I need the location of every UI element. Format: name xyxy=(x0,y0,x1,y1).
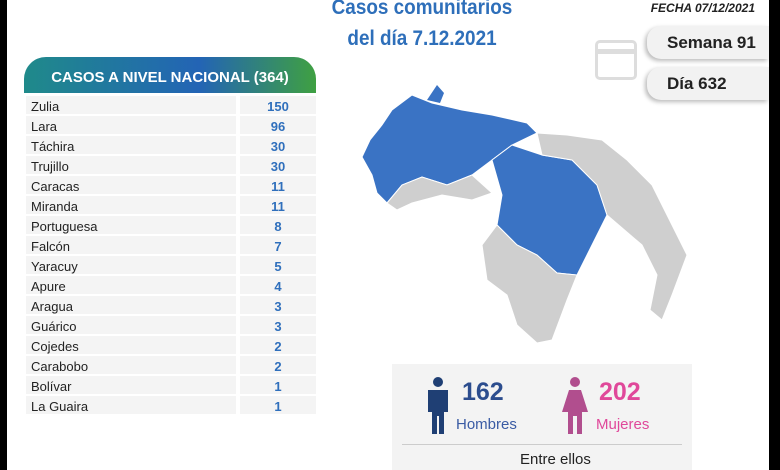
case-count: 96 xyxy=(240,116,316,136)
state-name: Bolívar xyxy=(26,376,236,396)
case-count: 5 xyxy=(240,256,316,276)
table-row: Miranda 11 xyxy=(26,196,316,216)
case-count: 8 xyxy=(240,216,316,236)
state-name: La Guaira xyxy=(26,396,236,416)
week-badge: Semana 91 xyxy=(647,26,769,59)
table-header: CASOS A NIVEL NACIONAL (364) xyxy=(24,57,316,93)
divider xyxy=(402,444,682,445)
state-name: Caracas xyxy=(26,176,236,196)
table-row: Portuguesa 8 xyxy=(26,216,316,236)
gender-panel: 162 Hombres 202 Mujeres Entre ellos xyxy=(392,364,692,470)
map-region-blue-falcon xyxy=(427,85,444,103)
case-count: 2 xyxy=(240,336,316,356)
state-name: Cojedes xyxy=(26,336,236,356)
men-count: 162 xyxy=(462,378,504,406)
case-count: 3 xyxy=(240,316,316,336)
table-row: Táchira 30 xyxy=(26,136,316,156)
case-count: 11 xyxy=(240,196,316,216)
state-name: Aragua xyxy=(26,296,236,316)
case-count: 7 xyxy=(240,236,316,256)
venezuela-map xyxy=(361,85,688,344)
man-icon xyxy=(428,377,448,434)
table-row: Carabobo 2 xyxy=(26,356,316,376)
women-label: Mujeres xyxy=(596,416,650,433)
calendar-icon xyxy=(595,40,637,80)
state-name: Trujillo xyxy=(26,156,236,176)
map-region-gray-east xyxy=(536,132,688,321)
table-row: Trujillo 30 xyxy=(26,156,316,176)
table-row: Zulia 150 xyxy=(26,96,316,116)
infographic: Casos comunitarios del día 7.12.2021 FEC… xyxy=(7,0,769,470)
case-count: 4 xyxy=(240,276,316,296)
state-name: Táchira xyxy=(26,136,236,156)
map-region-gray-apure xyxy=(386,174,493,211)
state-name: Zulia xyxy=(26,96,236,116)
table-row: Apure 4 xyxy=(26,276,316,296)
case-count: 30 xyxy=(240,136,316,156)
case-count: 3 xyxy=(240,296,316,316)
case-count: 30 xyxy=(240,156,316,176)
table-row: Cojedes 2 xyxy=(26,336,316,356)
title-line-2: del día 7.12.2021 xyxy=(347,27,497,50)
state-name: Apure xyxy=(26,276,236,296)
woman-icon xyxy=(562,377,588,434)
table-row: Bolívar 1 xyxy=(26,376,316,396)
table-row: Guárico 3 xyxy=(26,316,316,336)
case-count: 1 xyxy=(240,376,316,396)
table-row: La Guaira 1 xyxy=(26,396,316,416)
date-label: FECHA 07/12/2021 xyxy=(650,1,755,15)
table-row: Caracas 11 xyxy=(26,176,316,196)
state-name: Guárico xyxy=(26,316,236,336)
title-line-1: Casos comunitarios xyxy=(331,0,513,19)
state-name: Lara xyxy=(26,116,236,136)
men-label: Hombres xyxy=(456,416,517,433)
state-name: Miranda xyxy=(26,196,236,216)
case-count: 11 xyxy=(240,176,316,196)
state-name: Yaracuy xyxy=(26,256,236,276)
case-count: 150 xyxy=(240,96,316,116)
case-count: 1 xyxy=(240,396,316,416)
state-name: Carabobo xyxy=(26,356,236,376)
table-row: Falcón 7 xyxy=(26,236,316,256)
state-name: Portuguesa xyxy=(26,216,236,236)
map-region-gray-amazonas xyxy=(481,224,578,344)
state-name: Falcón xyxy=(26,236,236,256)
table-row: Lara 96 xyxy=(26,116,316,136)
table-row: Aragua 3 xyxy=(26,296,316,316)
between-label: Entre ellos xyxy=(520,451,591,468)
table-row: Yaracuy 5 xyxy=(26,256,316,276)
case-count: 2 xyxy=(240,356,316,376)
cases-table: Zulia 150 Lara 96 Táchira 30 Trujillo 30 Caracas… xyxy=(26,96,316,416)
women-count: 202 xyxy=(599,378,641,406)
day-badge: Día 632 xyxy=(647,67,769,100)
